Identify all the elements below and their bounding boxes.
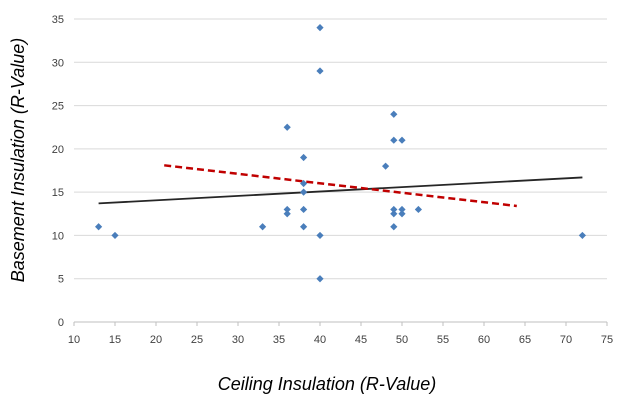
data-point	[95, 223, 103, 231]
data-point	[300, 179, 308, 188]
data-point	[111, 231, 119, 240]
data-point	[300, 188, 308, 196]
axes	[73, 321, 608, 326]
y-tick-label: 25	[52, 101, 64, 113]
y-tick-label: 10	[52, 230, 64, 242]
y-tick-label: 5	[58, 274, 64, 286]
data-point	[390, 205, 398, 214]
y-tick-label: 35	[52, 14, 64, 26]
x-tick-label: 75	[601, 334, 613, 346]
x-tick-label: 65	[519, 334, 531, 346]
data-point	[398, 205, 406, 214]
x-tick-label: 40	[314, 334, 326, 346]
data-point	[316, 24, 324, 32]
x-tick-label: 20	[150, 334, 162, 346]
x-tick-label: 10	[68, 334, 80, 346]
data-point	[316, 231, 324, 240]
data-point	[390, 210, 398, 218]
data-point	[300, 153, 308, 162]
data-points	[95, 24, 586, 283]
dashed-trend-line	[164, 164, 517, 208]
data-point	[316, 67, 324, 75]
data-point	[259, 223, 267, 231]
y-tick-label: 30	[52, 57, 64, 69]
x-tick-label: 50	[396, 334, 408, 346]
data-point	[283, 123, 291, 131]
x-axis-title: Ceiling Insulation (R-Value)	[218, 374, 436, 394]
x-tick-label: 25	[191, 334, 203, 346]
data-point	[300, 223, 308, 231]
data-point	[398, 136, 406, 144]
x-tick-label: 45	[355, 334, 367, 346]
data-point	[283, 205, 291, 214]
data-point	[398, 210, 406, 218]
data-point	[578, 231, 586, 240]
data-point	[414, 205, 422, 214]
x-tick-label: 15	[109, 334, 121, 346]
x-tick-label: 60	[478, 334, 490, 346]
trend-lines	[98, 164, 583, 208]
y-tick-label: 15	[52, 187, 64, 199]
x-tick-label: 55	[437, 334, 449, 346]
data-point	[316, 275, 324, 283]
data-point	[390, 223, 398, 231]
data-point	[283, 210, 291, 218]
y-tick-label: 0	[58, 317, 64, 329]
gridlines	[74, 18, 607, 280]
data-point	[390, 110, 398, 118]
data-point	[382, 162, 390, 170]
data-point	[300, 205, 308, 214]
data-point	[390, 136, 398, 144]
x-tick-label: 70	[560, 334, 572, 346]
solid-trend-line	[98, 176, 583, 205]
y-tick-label: 20	[52, 144, 64, 156]
y-axis-title: Basement Insulation (R-Value)	[8, 38, 28, 282]
tick-labels: 0 5 10 15 20 25 30 35 10 15 20 25 30 35 40 45 50 55 60 65 70…	[52, 14, 613, 346]
x-tick-label: 35	[273, 334, 285, 346]
x-tick-label: 30	[232, 334, 244, 346]
